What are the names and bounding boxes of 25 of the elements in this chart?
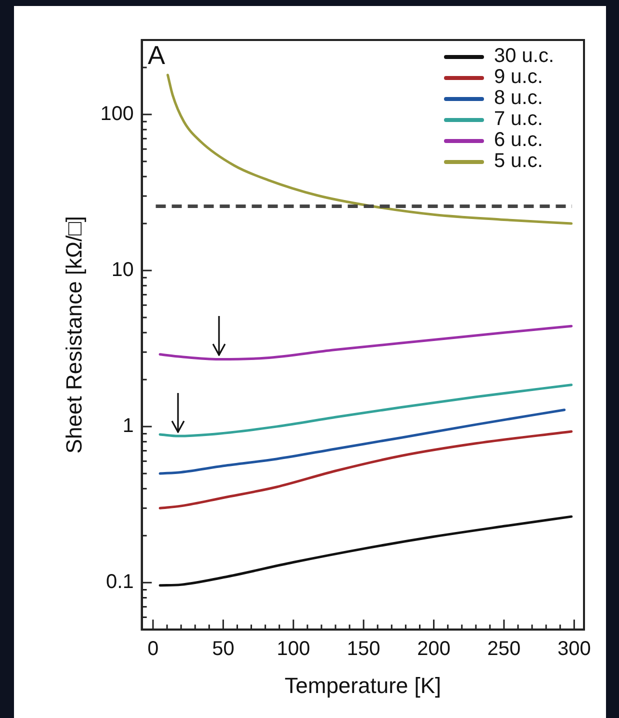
y-tick-label: 0.1: [106, 571, 134, 594]
x-tick-label: 200: [417, 638, 450, 660]
legend-label: 5 u.c.: [494, 150, 543, 172]
line-series: [158, 324, 573, 360]
legend-label: 6 u.c.: [494, 129, 543, 151]
legend-label: 8 u.c.: [494, 87, 543, 109]
line-series: [158, 515, 573, 587]
x-axis-title: Temperature [K]: [284, 672, 442, 698]
legend-label: 9 u.c.: [494, 66, 543, 88]
line-series: [158, 430, 573, 510]
x-tick-label: 250: [487, 638, 521, 660]
y-tick-label: 10: [112, 259, 134, 282]
legend-label: 7 u.c.: [494, 108, 543, 130]
x-tick-label: 50: [212, 638, 234, 660]
x-tick-label: 0: [147, 638, 159, 660]
line-series: [158, 408, 566, 475]
y-tick-label: 100: [100, 102, 134, 125]
x-tick-label: 150: [346, 638, 380, 660]
x-tick-label: 300: [557, 638, 591, 660]
chart-title: A: [148, 40, 166, 70]
line-series: [158, 384, 573, 438]
y-axis-title: Sheet Resistance [kΩ/□]: [61, 216, 86, 454]
y-tick-label: 1: [122, 415, 134, 438]
legend-label: 30 u.c.: [494, 45, 554, 67]
x-tick-label: 100: [276, 638, 310, 660]
